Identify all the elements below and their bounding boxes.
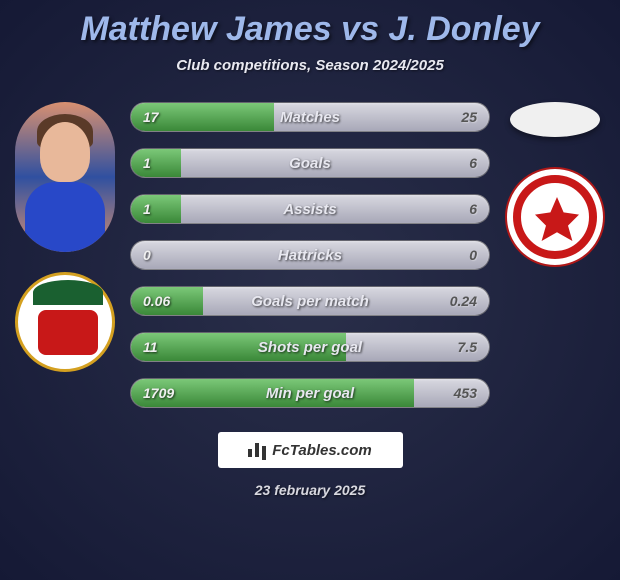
wrexham-crest-icon bbox=[15, 272, 115, 372]
stat-value-right: 7.5 bbox=[458, 333, 477, 361]
stat-label: Assists bbox=[131, 195, 489, 223]
stat-label: Goals bbox=[131, 149, 489, 177]
bar-chart-icon bbox=[248, 443, 266, 457]
stat-bar: 0Hattricks0 bbox=[130, 240, 490, 270]
player2-photo bbox=[510, 102, 600, 137]
brand-text: FcTables.com bbox=[272, 442, 371, 459]
stat-value-right: 0 bbox=[469, 241, 477, 269]
stat-label: Shots per goal bbox=[131, 333, 489, 361]
right-column bbox=[490, 102, 620, 408]
player2-club-crest bbox=[505, 167, 605, 277]
stat-value-right: 6 bbox=[469, 195, 477, 223]
stat-bar: 17Matches25 bbox=[130, 102, 490, 132]
stat-bar: 11Shots per goal7.5 bbox=[130, 332, 490, 362]
player1-face bbox=[40, 122, 90, 182]
player1-photo bbox=[15, 102, 115, 252]
player1-body bbox=[25, 182, 105, 252]
stat-value-right: 6 bbox=[469, 149, 477, 177]
stats-bars: 17Matches25 1Goals6 1Assists6 0Hattricks0 0.… bbox=[130, 102, 490, 408]
stat-label: Min per goal bbox=[131, 379, 489, 407]
stat-label: Goals per match bbox=[131, 287, 489, 315]
left-column bbox=[0, 102, 130, 408]
stat-bar: 1Goals6 bbox=[130, 148, 490, 178]
leyton-orient-crest-icon bbox=[505, 167, 605, 267]
infographic-date: 23 february 2025 bbox=[0, 482, 620, 498]
stat-value-right: 453 bbox=[454, 379, 477, 407]
brand-badge: FcTables.com bbox=[218, 432, 403, 468]
comparison-title: Matthew James vs J. Donley bbox=[0, 0, 620, 49]
player1-club-crest bbox=[15, 272, 115, 382]
stat-label: Hattricks bbox=[131, 241, 489, 269]
stat-value-right: 0.24 bbox=[450, 287, 477, 315]
stat-label: Matches bbox=[131, 103, 489, 131]
content-area: 17Matches25 1Goals6 1Assists6 0Hattricks0 0.… bbox=[0, 102, 620, 408]
stat-bar: 1709Min per goal453 bbox=[130, 378, 490, 408]
stat-bar: 0.06Goals per match0.24 bbox=[130, 286, 490, 316]
stat-value-right: 25 bbox=[461, 103, 477, 131]
stat-bar: 1Assists6 bbox=[130, 194, 490, 224]
comparison-subtitle: Club competitions, Season 2024/2025 bbox=[0, 57, 620, 74]
